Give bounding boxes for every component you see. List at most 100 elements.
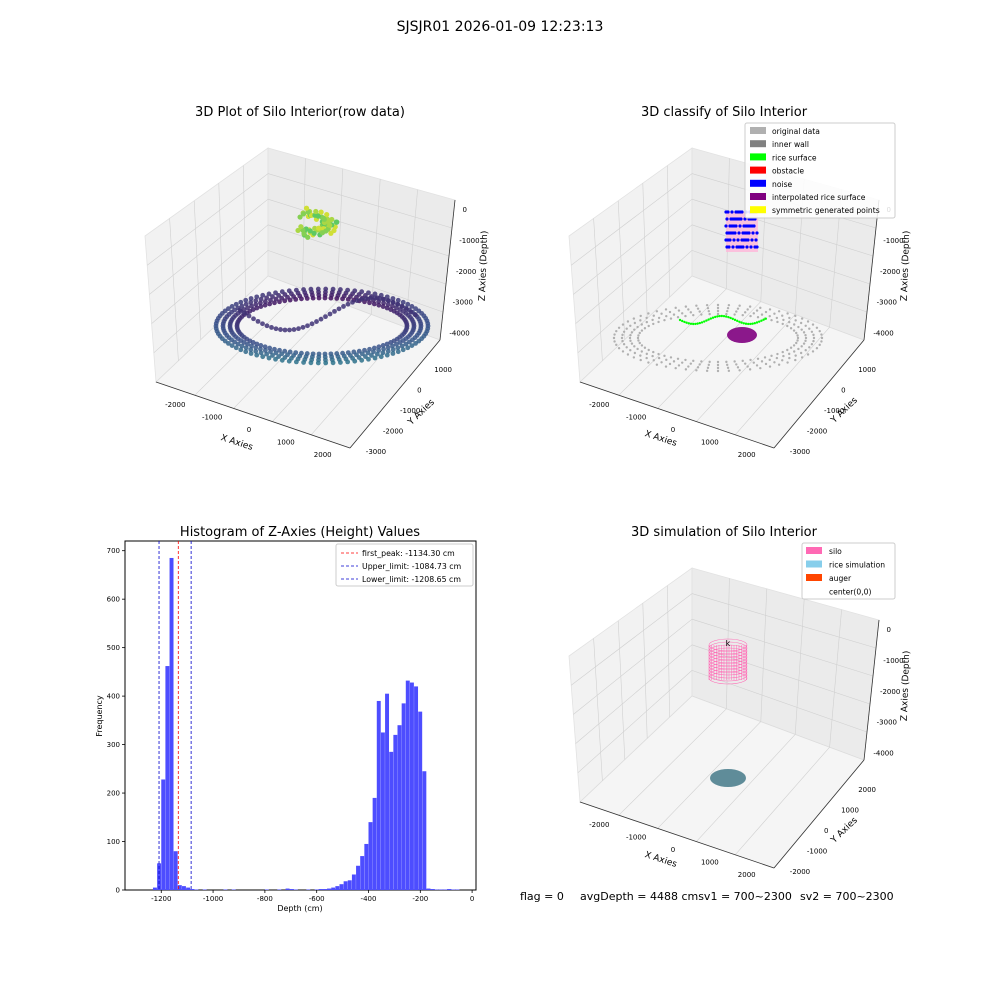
rice-surface-point — [725, 315, 728, 318]
original-data-point — [812, 339, 815, 343]
p2-x-axis-line — [579, 381, 775, 449]
raw-point — [405, 301, 411, 307]
hist-bar — [405, 680, 410, 890]
p2-grid-line — [691, 250, 868, 313]
panel-simulation-3d: 3D simulation of Silo Interior k -2000 -1… — [568, 525, 912, 879]
raw-point — [287, 327, 292, 333]
rice-surface-point — [731, 317, 734, 321]
original-data-point — [777, 363, 781, 366]
noise-point — [750, 238, 754, 242]
p4-y-axis-line — [773, 759, 865, 869]
rice-surface-point — [755, 321, 759, 324]
hist-legend-label: Lower_limit: -1208.65 cm — [362, 575, 461, 584]
p2-x-tick-label: 0 — [671, 426, 675, 434]
p2-grid-line — [691, 224, 871, 285]
raw-point — [253, 302, 259, 307]
original-data-point — [716, 369, 720, 373]
original-data-point — [770, 354, 773, 358]
hist-bar — [152, 887, 157, 890]
noise-point — [754, 238, 758, 242]
raw-point — [323, 314, 328, 320]
original-data-point — [657, 316, 661, 320]
original-data-point — [647, 361, 650, 364]
raw-point — [384, 305, 390, 311]
p1-x-tick-label: 1000 — [277, 439, 295, 447]
p4-grid-line — [642, 603, 648, 739]
rice-surface-point — [718, 314, 721, 318]
hist-y-tick-label: 700 — [107, 547, 120, 555]
raw-point — [404, 321, 410, 327]
original-data-point — [652, 322, 655, 326]
rice-surface-point — [758, 320, 761, 323]
p1-grid-line — [336, 168, 344, 302]
p2-y-tick-label: 1000 — [858, 366, 876, 374]
raw-point — [336, 306, 342, 312]
p2-grid-line — [575, 224, 693, 324]
hist-bars — [152, 557, 460, 890]
original-data-point — [796, 336, 800, 340]
panel1-z-label: Z Axies (Depth) — [478, 231, 490, 302]
raw-point — [293, 287, 299, 293]
p4-grid-line — [618, 708, 727, 816]
p4-grid-line — [760, 588, 768, 722]
raw-point — [376, 302, 382, 308]
rice-surface-point — [736, 319, 739, 323]
original-data-point — [733, 360, 736, 363]
panel2-title: 3D classify of Silo Interior — [641, 105, 808, 120]
raw-point — [395, 301, 400, 307]
original-data-point — [786, 324, 789, 328]
hist-x-tick-label: -1200 — [151, 895, 171, 903]
raw-point — [270, 294, 275, 299]
raw-point — [362, 347, 367, 353]
panel1-z-ticks: 0 -1000 -2000 -3000 -4000 — [449, 206, 479, 337]
raw-point — [264, 323, 270, 329]
raw-point — [308, 360, 314, 366]
raw-point — [332, 308, 337, 314]
original-data-point — [637, 339, 640, 342]
original-data-point — [657, 352, 660, 356]
raw-point — [345, 359, 351, 365]
noise-point — [749, 245, 753, 249]
raw-point — [409, 343, 415, 349]
raw-point — [395, 345, 401, 351]
raw-point — [273, 296, 279, 302]
noise-point — [755, 245, 759, 249]
original-data-point — [716, 306, 720, 310]
original-data-point — [657, 320, 660, 324]
hist-x-tick-label: -800 — [257, 895, 273, 903]
original-data-point — [786, 361, 789, 364]
original-data-point — [640, 329, 644, 332]
original-data-point — [637, 334, 640, 337]
raw-point — [371, 301, 377, 307]
original-data-point — [681, 361, 684, 364]
rice-surface-point — [738, 320, 741, 324]
raw-point — [268, 349, 273, 355]
original-data-point — [743, 311, 747, 314]
legend-swatch — [750, 153, 766, 161]
original-data-point — [796, 339, 799, 342]
original-data-point — [794, 314, 797, 318]
rice-surface-point — [696, 322, 699, 325]
p2-grid-line — [642, 183, 648, 319]
original-data-point — [655, 310, 659, 313]
p1-x-tick-label: -2000 — [165, 401, 185, 409]
rice-surface-point — [742, 322, 745, 325]
p4-grid-line — [691, 593, 877, 649]
original-data-point — [792, 344, 796, 347]
hist-bar — [376, 700, 381, 890]
p2-z-tick-label: -3000 — [877, 299, 897, 307]
raw-point — [394, 341, 399, 347]
rice-surface-point — [714, 315, 717, 319]
original-data-point — [746, 365, 749, 368]
hist-bar — [318, 889, 323, 890]
p4-grid-line — [577, 670, 693, 774]
original-data-point — [621, 333, 624, 337]
noise-point — [734, 224, 738, 228]
rice-surface-point — [760, 319, 763, 322]
raw-point — [413, 312, 418, 318]
original-data-point — [741, 313, 744, 317]
hist-y-tick-label: 300 — [107, 741, 120, 749]
rice-surface-point — [747, 322, 750, 326]
raw-point — [359, 296, 364, 302]
original-data-point — [655, 363, 659, 366]
